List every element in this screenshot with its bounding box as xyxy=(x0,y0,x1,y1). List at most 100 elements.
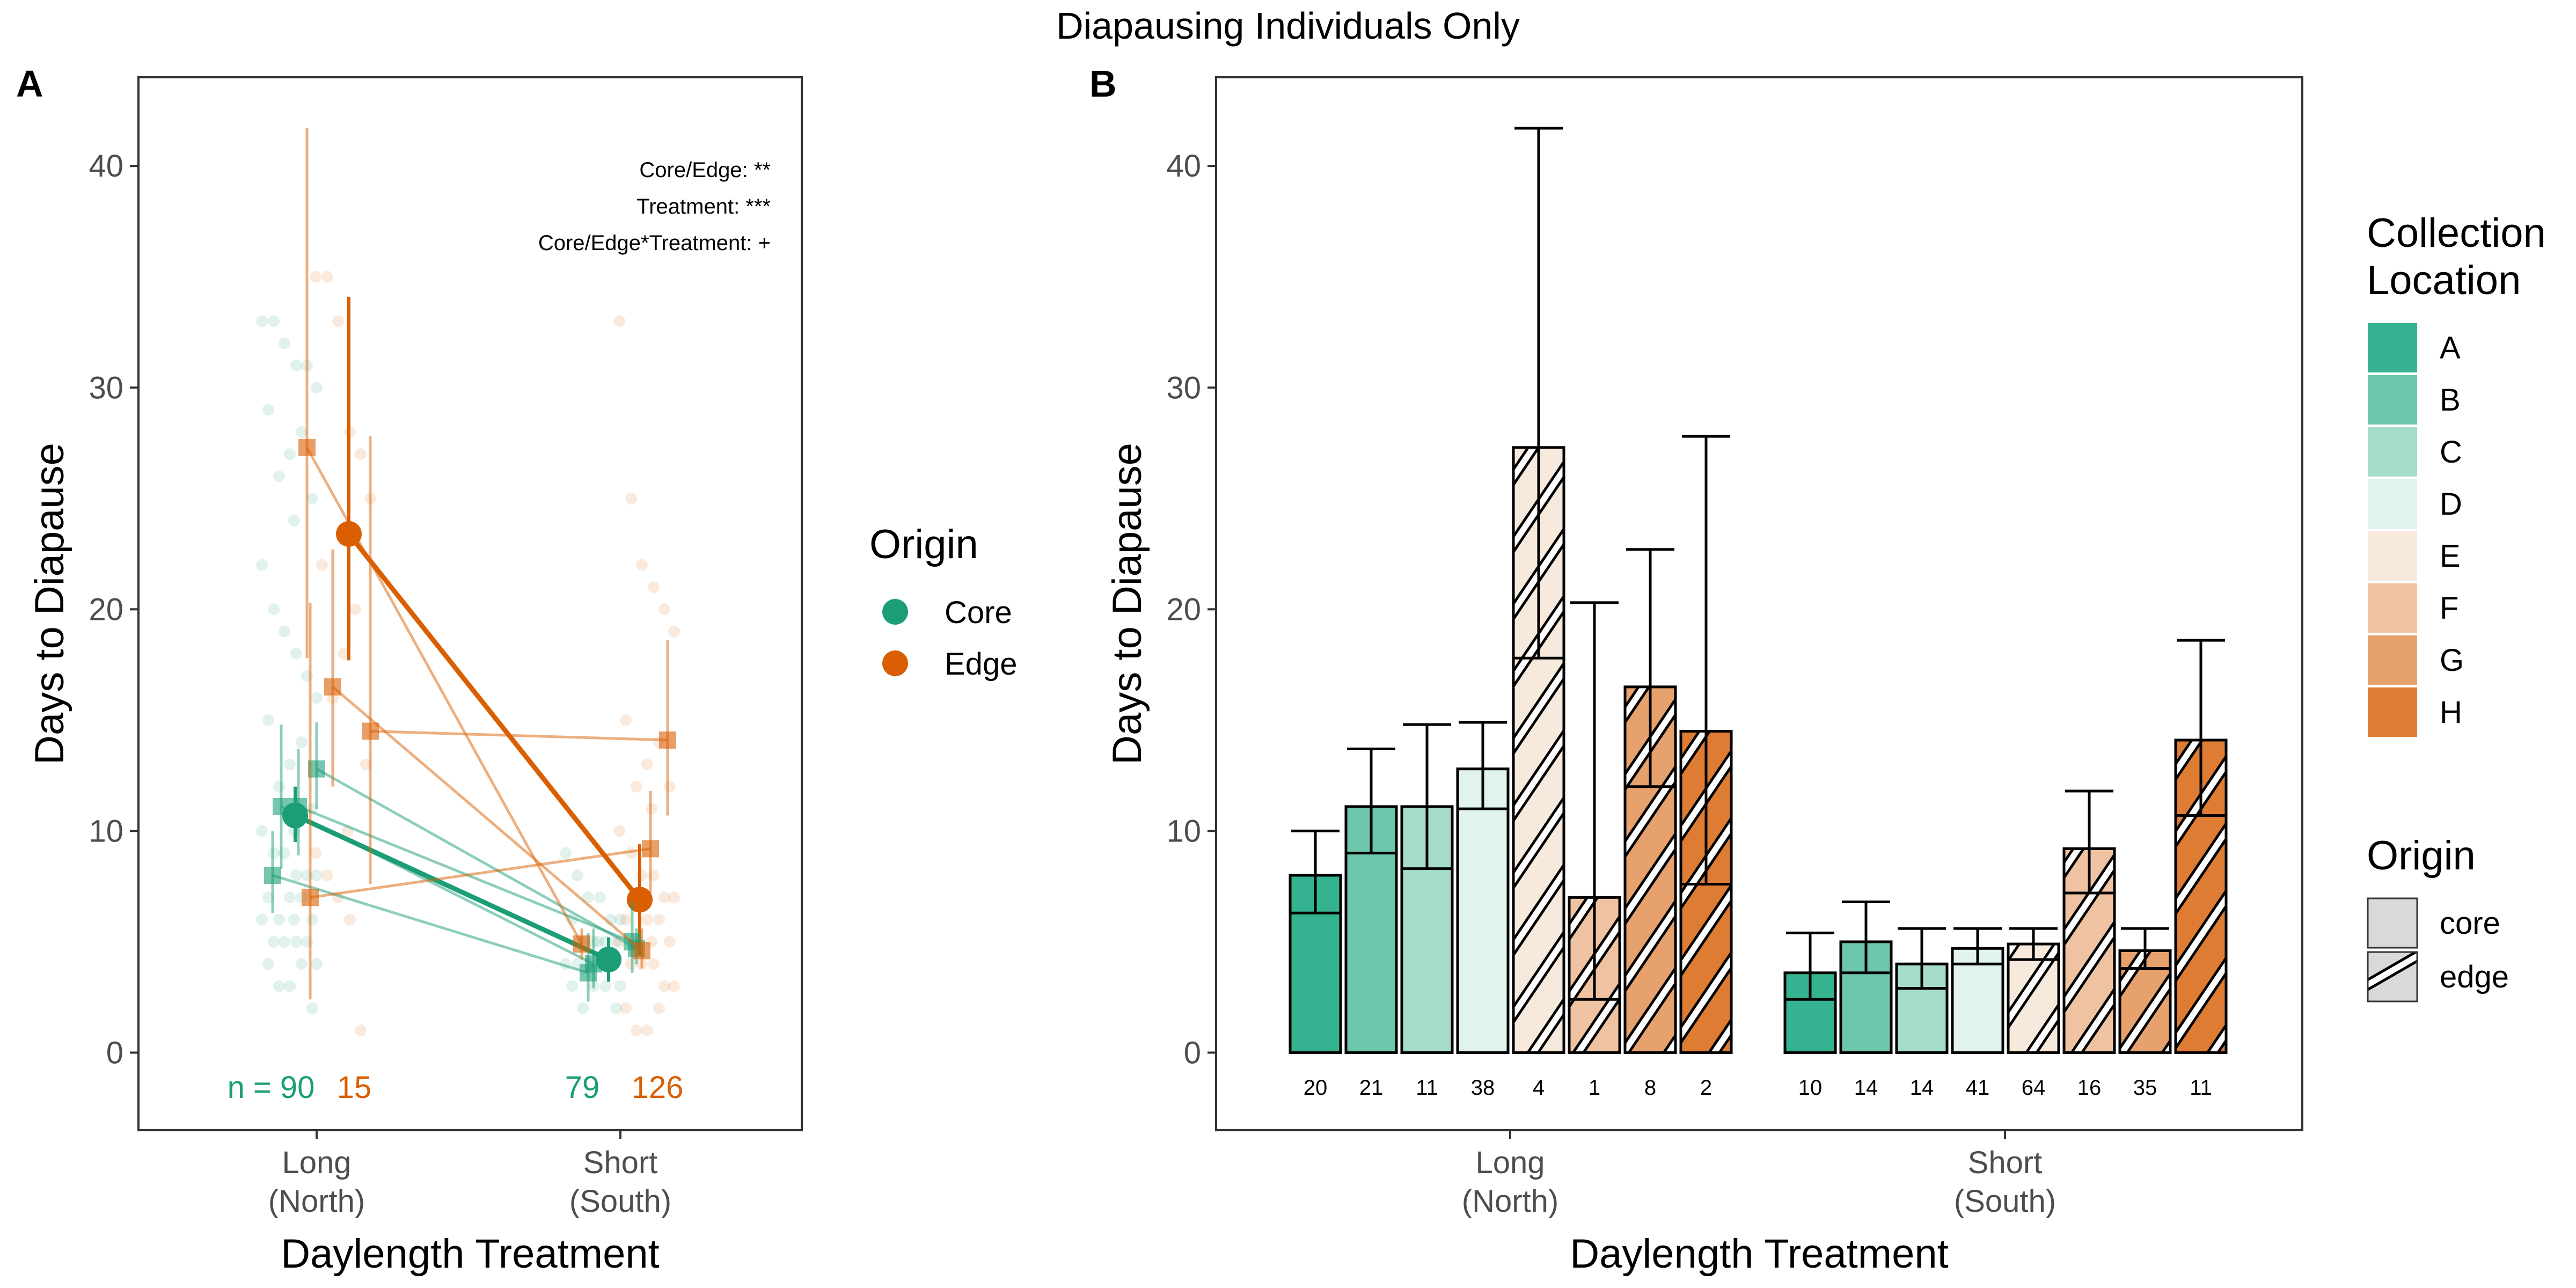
raw-point-core xyxy=(582,891,594,904)
raw-point-core xyxy=(311,382,323,394)
series-line-C xyxy=(280,805,595,965)
location-legend-title: Collection Location xyxy=(2367,210,2546,303)
raw-point-core xyxy=(560,847,572,859)
raw-point-edge xyxy=(332,315,344,327)
raw-point-core xyxy=(284,891,296,904)
raw-point-edge xyxy=(664,935,676,948)
n-label-core: 79 xyxy=(565,1070,600,1105)
raw-point-core xyxy=(614,980,626,992)
raw-point-edge xyxy=(355,448,367,460)
panel-a-ytick-label: 10 xyxy=(89,814,123,848)
origin-legend-title: Origin xyxy=(869,522,978,567)
raw-point-core xyxy=(311,958,323,970)
origin-legend-a: Origin Core Edge xyxy=(869,522,1017,682)
raw-point-edge xyxy=(631,780,642,793)
location-point-E xyxy=(573,935,590,953)
location-point-G xyxy=(633,942,650,960)
location-point-G xyxy=(324,678,341,696)
n-label-edge: 126 xyxy=(632,1070,684,1105)
mean-point-Edge xyxy=(627,887,653,913)
n-label-C: 14 xyxy=(1910,1076,1934,1100)
raw-point-edge xyxy=(636,869,648,881)
n-label-edge: 15 xyxy=(337,1070,372,1105)
raw-point-core xyxy=(256,315,268,327)
raw-point-core xyxy=(268,603,280,616)
n-label-B: 14 xyxy=(1854,1076,1878,1100)
location-legend-label-E: E xyxy=(2440,539,2461,574)
raw-point-core xyxy=(306,492,318,504)
raw-point-core xyxy=(268,315,280,327)
raw-point-core xyxy=(610,1002,622,1014)
location-legend-key-B xyxy=(2368,375,2417,425)
raw-point-core xyxy=(262,958,274,970)
location-point-F xyxy=(642,840,659,858)
location-legend-key-H xyxy=(2368,687,2417,737)
panel-b-xtick-label: Short (South) xyxy=(1954,1145,2056,1219)
significance-annotation: Treatment: *** xyxy=(636,195,771,218)
n-label-H: 11 xyxy=(2190,1076,2212,1100)
location-point-F xyxy=(302,889,319,906)
raw-point-core xyxy=(296,958,308,970)
raw-point-core xyxy=(594,891,606,904)
panel-a-xtick-label: Short (South) xyxy=(569,1145,671,1219)
raw-point-core xyxy=(577,1002,589,1014)
bar-D xyxy=(1458,769,1508,1053)
raw-point-core xyxy=(290,935,302,948)
raw-point-core xyxy=(572,869,583,881)
location-legend-key-C xyxy=(2368,427,2417,477)
location-point-C xyxy=(273,797,290,815)
raw-point-edge xyxy=(658,891,670,904)
location-legend-label-B: B xyxy=(2440,383,2461,418)
raw-point-core xyxy=(311,692,323,704)
location-legend-key-G xyxy=(2368,635,2417,685)
raw-point-edge xyxy=(344,913,356,926)
panel-b-label: B xyxy=(1089,63,1117,105)
n-label-A: 20 xyxy=(1304,1076,1328,1100)
raw-point-core xyxy=(273,470,285,482)
mean-point-Edge xyxy=(336,521,362,547)
location-point-H xyxy=(362,722,379,740)
location-legend-label-F: F xyxy=(2440,591,2458,626)
raw-point-edge xyxy=(664,780,676,793)
raw-point-edge xyxy=(620,714,632,726)
raw-point-core xyxy=(290,647,302,660)
raw-point-core xyxy=(296,426,308,438)
n-label-E: 4 xyxy=(1533,1076,1545,1100)
location-legend-key-F xyxy=(2368,583,2417,633)
raw-point-core xyxy=(256,913,268,926)
raw-point-edge xyxy=(653,913,665,926)
location-legend-label-C: C xyxy=(2440,435,2462,470)
bar-hatch-E xyxy=(2008,944,2059,1053)
raw-point-edge xyxy=(355,1024,367,1037)
significance-annotation: Core/Edge*Treatment: + xyxy=(538,231,771,255)
raw-point-core xyxy=(290,869,302,881)
origin-legend-key-core xyxy=(2367,897,2418,949)
bar-D xyxy=(1952,948,2003,1053)
location-legend-label-H: H xyxy=(2440,695,2462,730)
raw-point-edge xyxy=(641,758,653,771)
raw-point-core xyxy=(279,337,290,349)
raw-point-core xyxy=(288,515,300,527)
raw-point-edge xyxy=(310,270,321,283)
panel-a-ytick-label: 0 xyxy=(106,1035,123,1070)
n-label-B: 21 xyxy=(1359,1076,1384,1100)
raw-point-edge xyxy=(316,559,328,571)
raw-point-core xyxy=(268,935,280,948)
origin-legend-label-edge: edge xyxy=(2440,960,2509,994)
raw-point-edge xyxy=(625,492,637,504)
raw-point-edge xyxy=(668,891,680,904)
location-legend-key-D xyxy=(2368,479,2417,529)
n-label-G: 35 xyxy=(2133,1076,2157,1100)
location-point-H xyxy=(659,731,676,749)
panel-a-label: A xyxy=(16,63,43,105)
origin-legend-hatch-edge xyxy=(2368,952,2417,1001)
n-label-D: 38 xyxy=(1471,1076,1495,1100)
raw-point-edge xyxy=(321,270,333,283)
n-label-G: 8 xyxy=(1644,1076,1656,1100)
panel-b-xaxis-title: Daylength Treatment xyxy=(1570,1231,1949,1277)
legend-label-edge: Edge xyxy=(945,647,1017,682)
location-point-C xyxy=(585,955,602,973)
panel-b: 0 10 20 30 40 Long (North) Short (South)Daylengt… xyxy=(1089,63,2303,1277)
raw-point-edge xyxy=(338,647,349,660)
